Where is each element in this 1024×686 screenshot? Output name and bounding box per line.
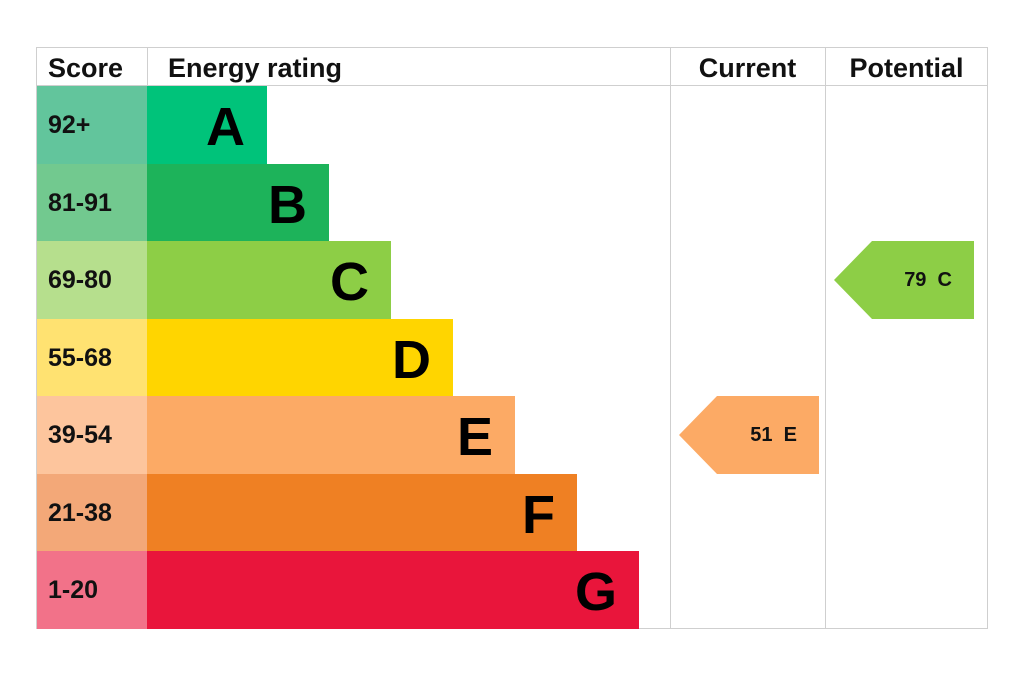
rating-letter: C — [330, 252, 369, 312]
rating-letter: A — [206, 97, 245, 157]
header-score: Score — [48, 53, 124, 83]
score-range-g: 1-20 — [37, 551, 147, 629]
current-rating-label: 51 E — [750, 424, 797, 446]
rating-letter: F — [522, 484, 555, 545]
rating-bar-e: E — [147, 396, 515, 474]
divider — [670, 47, 671, 629]
rating-letter: G — [574, 562, 617, 622]
rating-bar-d: D — [147, 318, 453, 397]
score-range-f: 21-38 — [37, 473, 147, 552]
arrow-shape — [834, 241, 974, 319]
potential-rating-label: 79 C — [904, 269, 952, 291]
score-range-d: 55-68 — [37, 318, 147, 397]
rating-bar-b: B — [147, 163, 329, 242]
current-rating-arrow: 51 E — [679, 396, 819, 474]
header-potential: Potential — [849, 53, 964, 83]
divider — [825, 47, 826, 629]
header-current: Current — [698, 53, 797, 83]
score-range-e: 39-54 — [37, 396, 147, 474]
rating-letter: E — [456, 407, 493, 467]
header-divider — [36, 85, 988, 86]
arrow-shape — [679, 396, 819, 474]
rating-bar-f: F — [147, 473, 577, 552]
score-range-a: 92+ — [37, 86, 147, 164]
score-range-b: 81-91 — [37, 163, 147, 242]
potential-rating-arrow: 79 C — [834, 241, 974, 319]
rating-bar-a: A — [147, 86, 267, 164]
rating-letter: B — [268, 174, 307, 235]
rating-letter: D — [392, 329, 431, 390]
header-energy-rating: Energy rating — [168, 53, 343, 83]
rating-bar-c: C — [147, 241, 391, 319]
rating-bar-g: G — [147, 551, 639, 629]
score-range-c: 69-80 — [37, 241, 147, 319]
